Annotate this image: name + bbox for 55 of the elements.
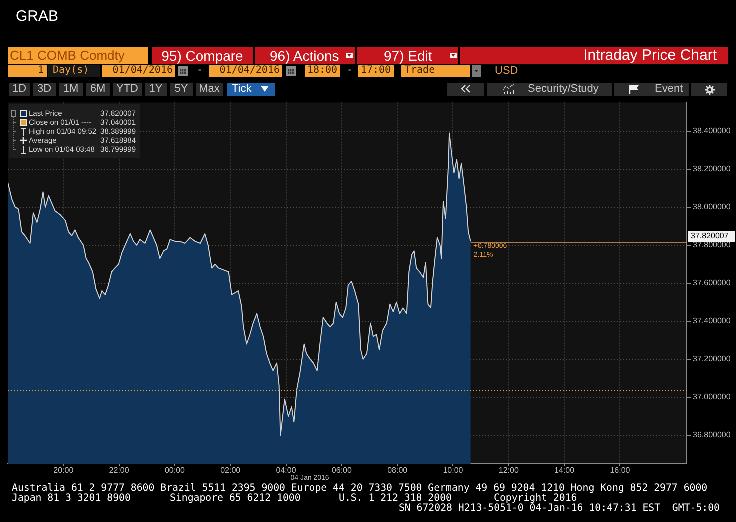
x-tick-label: 12:00 [498, 466, 520, 476]
button: 5Y [170, 83, 193, 96]
title-bar: Intraday Price Chart [460, 47, 728, 64]
button: Event [614, 83, 689, 96]
x-tick-label: 16:00 [610, 466, 631, 476]
x-tick-label: 10:00 [443, 466, 464, 476]
button: 1M [59, 83, 83, 96]
y-tick-label: 38.400000 [693, 126, 732, 136]
button: Tick [227, 83, 275, 96]
x-tick-label: 20:00 [54, 466, 74, 476]
x-tick-label: 08:00 [388, 466, 408, 476]
menu-button: 95) Compare [152, 47, 253, 64]
button: Security/Study [487, 83, 612, 96]
y-tick-label: 37.800000 [693, 240, 732, 250]
button: 3D [33, 83, 56, 96]
input-field: 01/04/2016 [102, 65, 175, 77]
ticker-field: CL1 COMB Comdty [8, 47, 148, 64]
input-field: 1 [8, 65, 47, 77]
y-tick-label: 38.200000 [693, 164, 732, 174]
button: YTD [113, 83, 142, 96]
text: Australia 61 2 9777 8600 Brazil 5511 2395 9000 Europe 44 20 7330 7500 Germany 49 69 9204 1210 Hong Kong 852 2977 6000 [12, 482, 708, 494]
text: USD [495, 64, 518, 76]
menu-button: 97) Edit [357, 47, 458, 64]
x-tick-label: 14:00 [554, 466, 576, 476]
text: Japan 81 3 3201 8900 [12, 492, 131, 504]
text: GRAB [16, 8, 59, 25]
button: 1Y [145, 83, 167, 96]
y-tick-label: 37.400000 [693, 316, 732, 326]
x-tick-label: 02:00 [220, 466, 242, 476]
input-field: Trade [401, 65, 470, 77]
y-tick-label: 37.600000 [693, 278, 732, 288]
input-field: 01/04/2016 [209, 65, 282, 77]
x-tick-label: 22:00 [109, 466, 130, 476]
button: 6M [86, 83, 110, 96]
menu-button: 96) Actions [255, 47, 355, 64]
y-tick-label: 38.000000 [693, 202, 732, 212]
y-tick-label: 37.200000 [693, 354, 732, 364]
y-tick-label: 36.800000 [693, 430, 732, 440]
text: Singapore 65 6212 1000 [170, 492, 301, 504]
text: U.S. 1 212 318 2000 [339, 492, 452, 504]
text: - [346, 65, 354, 76]
text: Copyright 2016 [494, 492, 578, 504]
text: SN 672028 H213-5051-0 04-Jan-16 10:47:31 EST GMT-5:00 [398, 502, 720, 514]
text: - [196, 65, 204, 76]
input-field: 18:00 [305, 65, 340, 77]
button: 1D [9, 83, 30, 96]
button: Max [196, 83, 223, 96]
chart-title: CL1 COMB Comdty [10, 48, 125, 63]
x-tick-label: 06:00 [332, 466, 352, 476]
ref-line-label: 37.820007 [691, 232, 730, 241]
input-field: Day(s) [48, 65, 100, 77]
y-tick-label: 37.000000 [693, 392, 732, 402]
input-field: 17:00 [358, 65, 394, 77]
x-tick-label: 00:00 [164, 466, 186, 476]
x-tick-label: 04:00 [276, 466, 297, 476]
